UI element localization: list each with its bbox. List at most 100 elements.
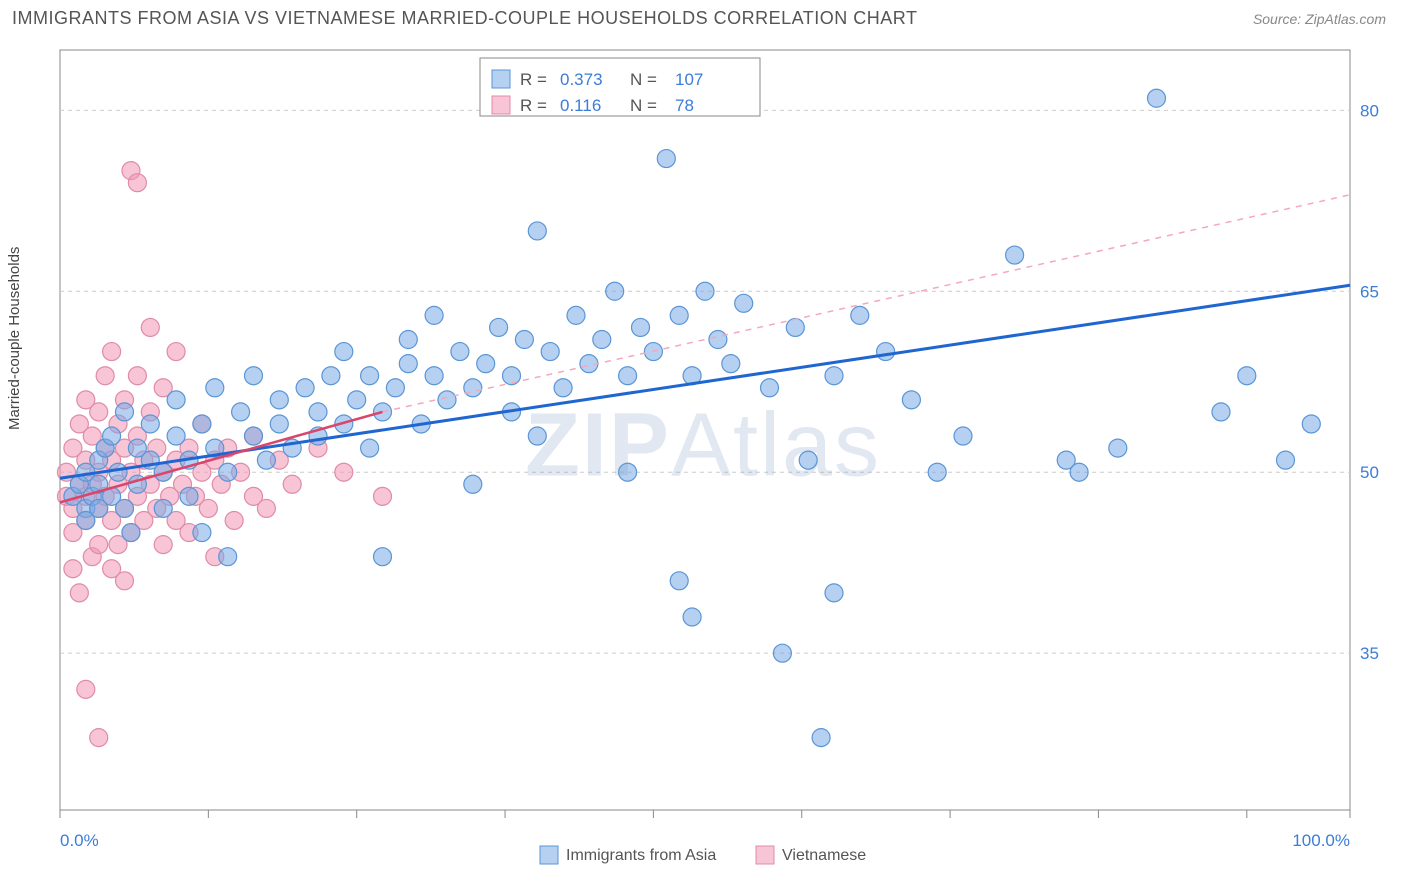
svg-text:N =: N = bbox=[630, 96, 657, 115]
data-point-asia bbox=[1109, 439, 1127, 457]
data-point-asia bbox=[593, 331, 611, 349]
data-point-vietnamese bbox=[77, 680, 95, 698]
svg-text:N =: N = bbox=[630, 70, 657, 89]
data-point-asia bbox=[425, 367, 443, 385]
y-tick-label: 50.0% bbox=[1360, 463, 1380, 482]
data-point-asia bbox=[657, 150, 675, 168]
data-point-asia bbox=[335, 343, 353, 361]
data-point-asia bbox=[619, 463, 637, 481]
data-point-asia bbox=[361, 367, 379, 385]
data-point-asia bbox=[193, 524, 211, 542]
data-point-vietnamese bbox=[335, 463, 353, 481]
data-point-vietnamese bbox=[283, 475, 301, 493]
data-point-asia bbox=[786, 318, 804, 336]
legend-swatch-asia bbox=[492, 70, 510, 88]
data-point-vietnamese bbox=[257, 499, 275, 517]
data-point-asia bbox=[632, 318, 650, 336]
y-axis-label: Married-couple Households bbox=[6, 247, 23, 430]
data-point-asia bbox=[103, 427, 121, 445]
data-point-asia bbox=[219, 463, 237, 481]
data-point-vietnamese bbox=[128, 367, 146, 385]
data-point-asia bbox=[193, 415, 211, 433]
data-point-asia bbox=[902, 391, 920, 409]
data-point-asia bbox=[232, 403, 250, 421]
legend-swatch-vietnamese bbox=[492, 96, 510, 114]
data-point-asia bbox=[348, 391, 366, 409]
data-point-asia bbox=[245, 427, 263, 445]
data-point-asia bbox=[928, 463, 946, 481]
data-point-vietnamese bbox=[225, 511, 243, 529]
data-point-asia bbox=[180, 487, 198, 505]
y-tick-label: 35.0% bbox=[1360, 644, 1380, 663]
data-point-vietnamese bbox=[96, 367, 114, 385]
data-point-asia bbox=[386, 379, 404, 397]
data-point-asia bbox=[374, 548, 392, 566]
data-point-asia bbox=[606, 282, 624, 300]
x-min-label: 0.0% bbox=[60, 831, 99, 850]
data-point-asia bbox=[477, 355, 495, 373]
data-point-asia bbox=[361, 439, 379, 457]
data-point-asia bbox=[528, 427, 546, 445]
trend-line-vietnamese-extrapolated bbox=[383, 195, 1351, 412]
series-label-vietnamese: Vietnamese bbox=[782, 847, 866, 864]
data-point-asia bbox=[1148, 89, 1166, 107]
data-point-vietnamese bbox=[154, 536, 172, 554]
data-point-asia bbox=[322, 367, 340, 385]
data-point-asia bbox=[399, 355, 417, 373]
data-point-asia bbox=[219, 548, 237, 566]
data-point-asia bbox=[954, 427, 972, 445]
data-point-asia bbox=[296, 379, 314, 397]
data-point-asia bbox=[154, 499, 172, 517]
data-point-asia bbox=[167, 391, 185, 409]
data-point-asia bbox=[464, 379, 482, 397]
data-point-vietnamese bbox=[90, 536, 108, 554]
data-point-asia bbox=[399, 331, 417, 349]
source-label: Source: ZipAtlas.com bbox=[1253, 11, 1386, 27]
series-label-asia: Immigrants from Asia bbox=[566, 847, 716, 864]
series-swatch-asia bbox=[540, 846, 558, 864]
r-value-asia: 0.373 bbox=[560, 70, 603, 89]
scatter-chart: 35.0%50.0%65.0%80.0%0.0%100.0%R =0.373N … bbox=[40, 40, 1380, 880]
x-max-label: 100.0% bbox=[1292, 831, 1350, 850]
data-point-vietnamese bbox=[90, 403, 108, 421]
data-point-vietnamese bbox=[70, 584, 88, 602]
series-swatch-vietnamese bbox=[756, 846, 774, 864]
data-point-asia bbox=[799, 451, 817, 469]
data-point-vietnamese bbox=[167, 343, 185, 361]
data-point-asia bbox=[696, 282, 714, 300]
data-point-asia bbox=[709, 331, 727, 349]
data-point-asia bbox=[541, 343, 559, 361]
y-tick-label: 80.0% bbox=[1360, 101, 1380, 120]
data-point-asia bbox=[554, 379, 572, 397]
data-point-asia bbox=[490, 318, 508, 336]
data-point-asia bbox=[670, 306, 688, 324]
data-point-vietnamese bbox=[199, 499, 217, 517]
data-point-asia bbox=[141, 415, 159, 433]
data-point-asia bbox=[1006, 246, 1024, 264]
data-point-asia bbox=[116, 403, 134, 421]
data-point-vietnamese bbox=[116, 572, 134, 590]
data-point-asia bbox=[619, 367, 637, 385]
data-point-asia bbox=[116, 499, 134, 517]
data-point-asia bbox=[1212, 403, 1230, 421]
data-point-asia bbox=[206, 379, 224, 397]
data-point-asia bbox=[109, 463, 127, 481]
svg-text:R =: R = bbox=[520, 70, 547, 89]
data-point-asia bbox=[825, 584, 843, 602]
data-point-vietnamese bbox=[128, 174, 146, 192]
data-point-asia bbox=[515, 331, 533, 349]
data-point-asia bbox=[425, 306, 443, 324]
data-point-asia bbox=[851, 306, 869, 324]
data-point-asia bbox=[451, 343, 469, 361]
data-point-asia bbox=[825, 367, 843, 385]
data-point-asia bbox=[1302, 415, 1320, 433]
data-point-asia bbox=[683, 608, 701, 626]
data-point-vietnamese bbox=[374, 487, 392, 505]
data-point-asia bbox=[735, 294, 753, 312]
data-point-asia bbox=[245, 367, 263, 385]
data-point-asia bbox=[567, 306, 585, 324]
n-value-vietnamese: 78 bbox=[675, 96, 694, 115]
data-point-asia bbox=[270, 415, 288, 433]
data-point-asia bbox=[503, 367, 521, 385]
data-point-asia bbox=[722, 355, 740, 373]
